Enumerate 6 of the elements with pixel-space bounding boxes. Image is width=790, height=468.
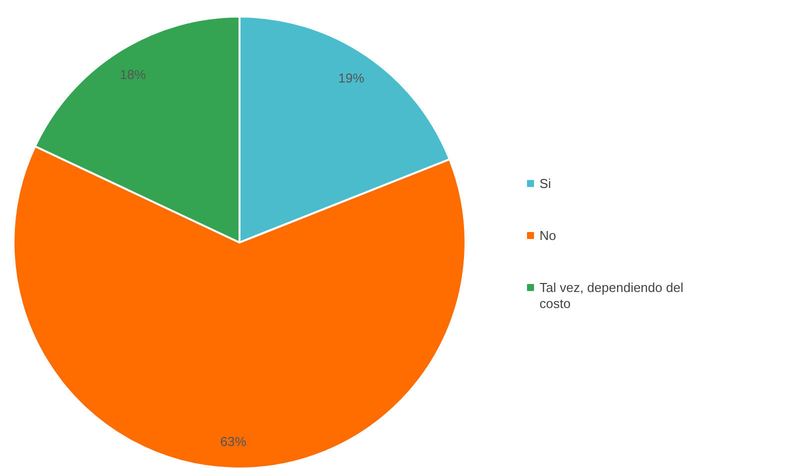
data-label: 63%: [220, 434, 247, 449]
legend-label: Tal vez, dependiendo del costo: [540, 280, 684, 311]
data-label: 19%: [338, 70, 365, 86]
legend-label: Si: [540, 176, 552, 191]
data-label: 18%: [120, 67, 146, 82]
legend-label: No: [540, 228, 556, 243]
